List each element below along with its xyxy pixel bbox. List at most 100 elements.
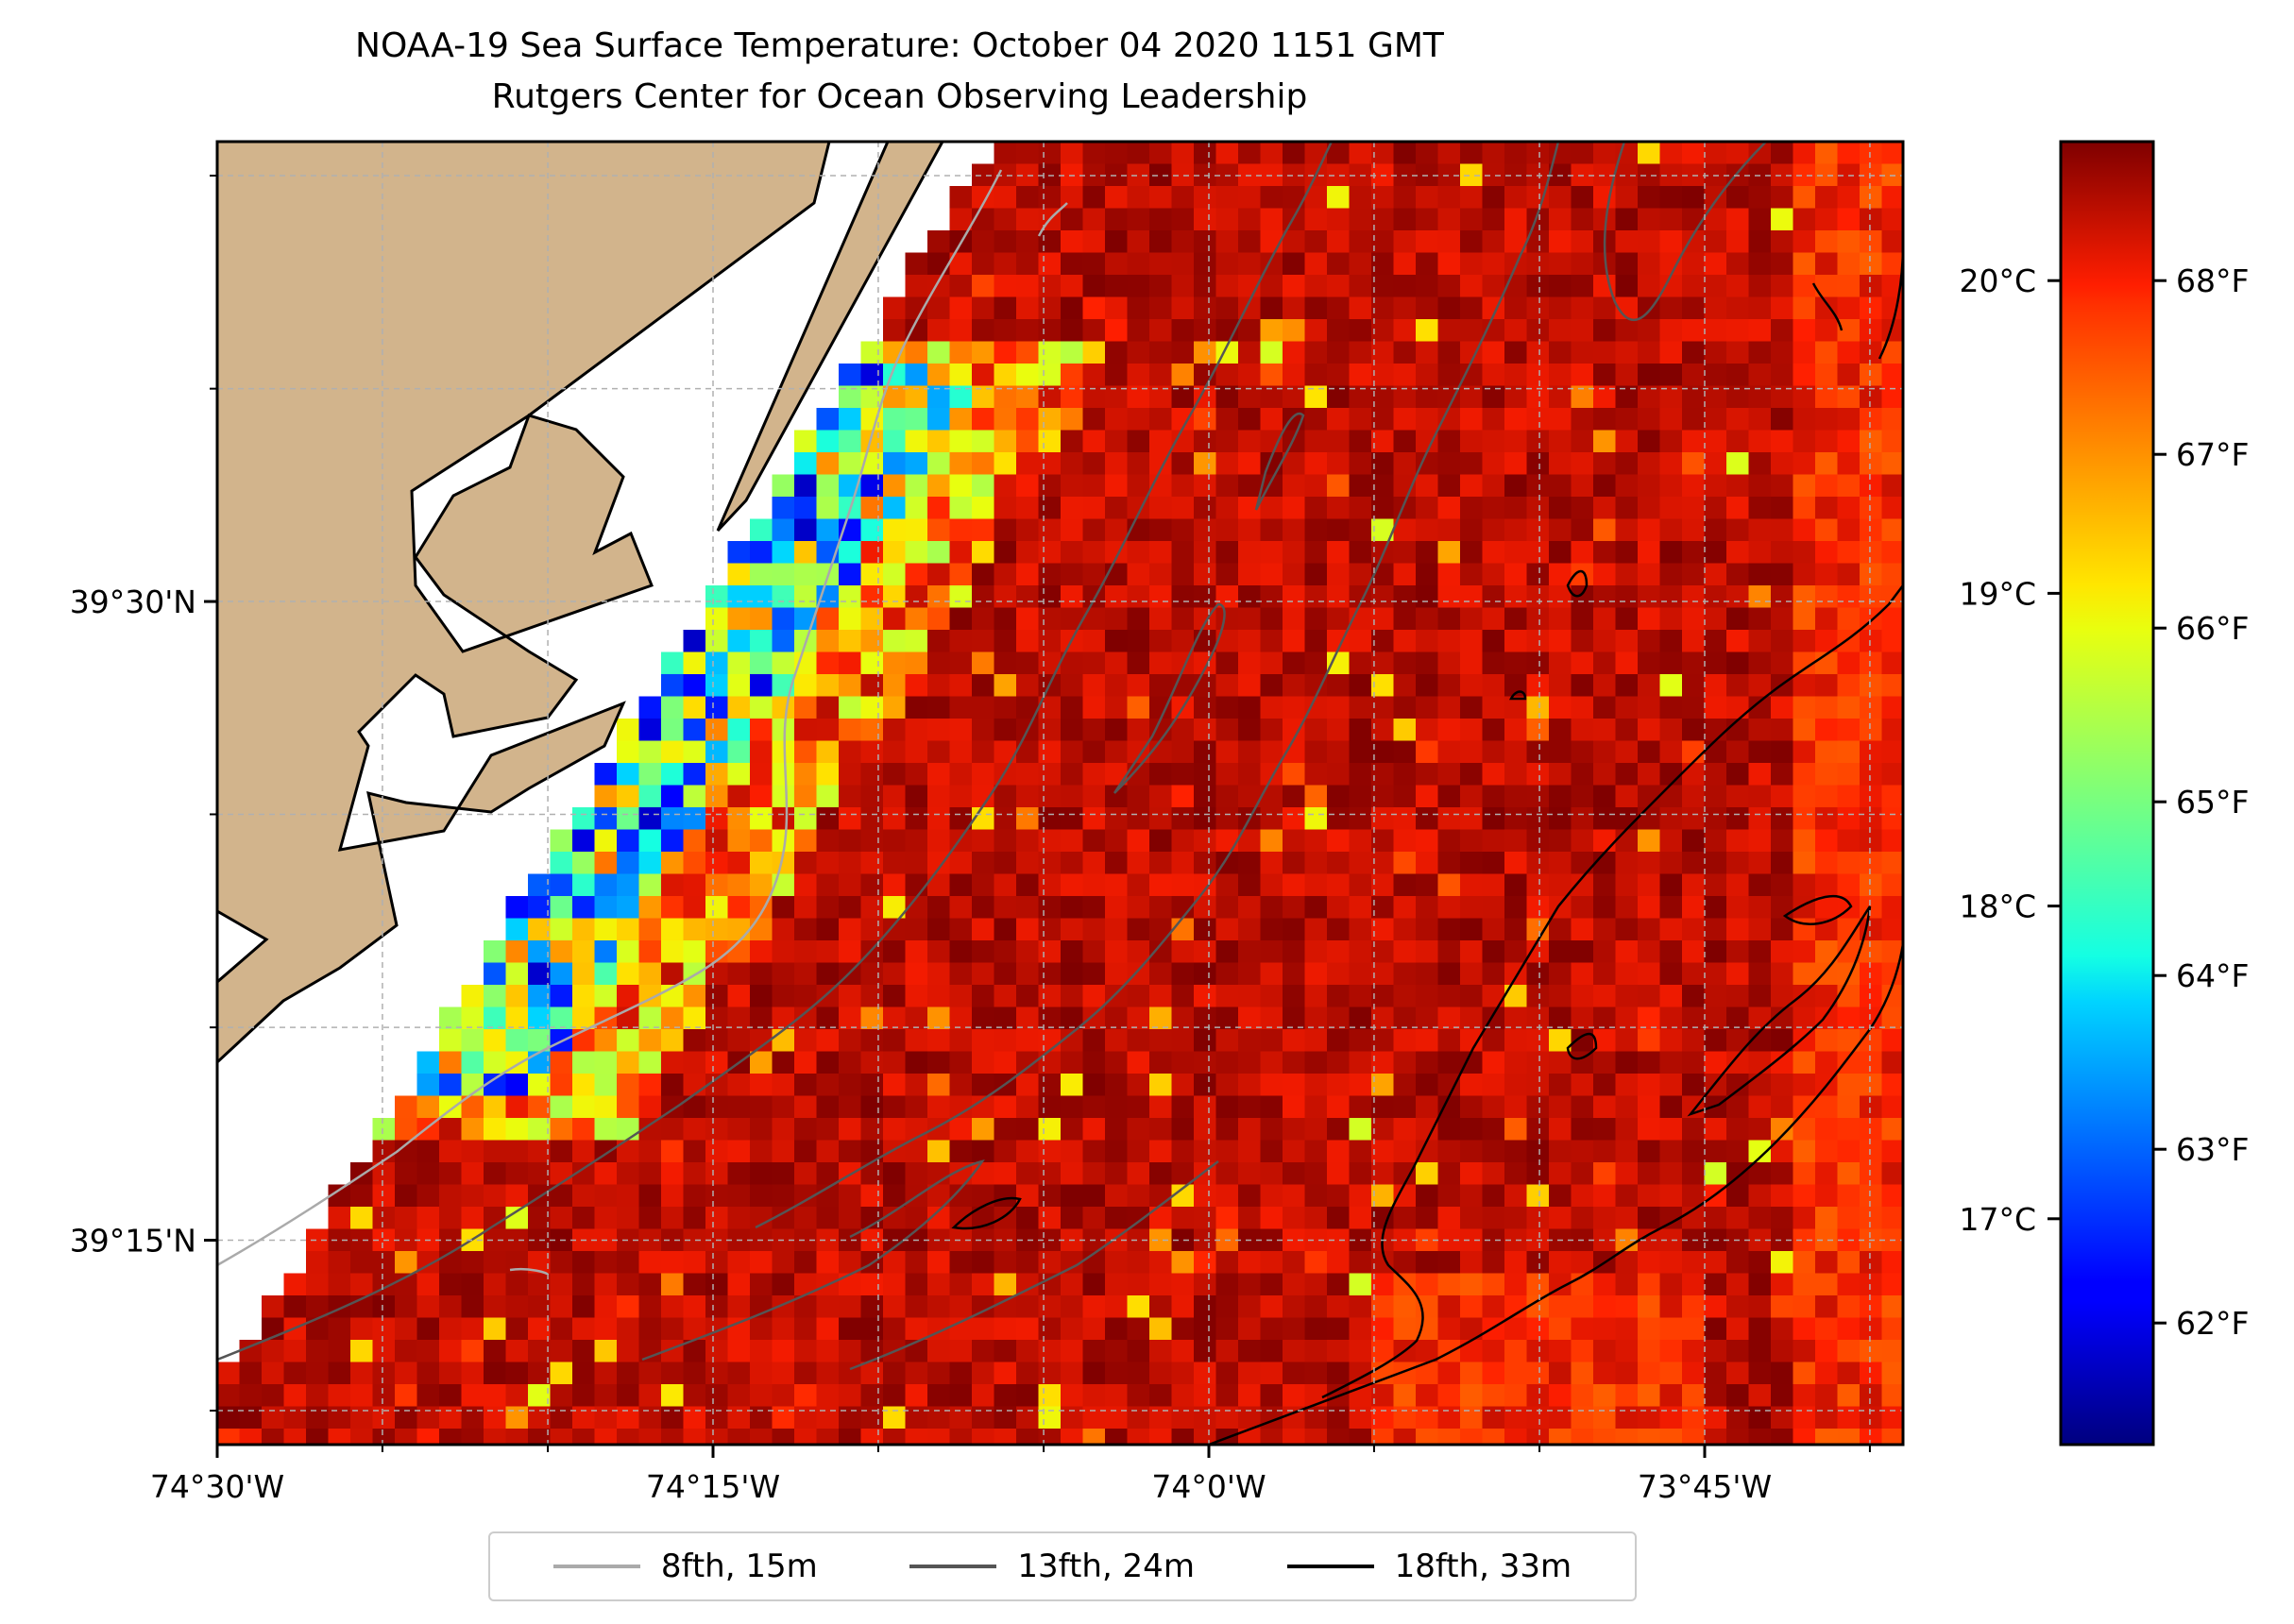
sst-cell xyxy=(705,807,729,831)
sst-cell xyxy=(1238,1207,1262,1230)
sst-cell xyxy=(1460,674,1484,698)
sst-cell xyxy=(1016,208,1040,231)
sst-cell xyxy=(1215,497,1239,520)
sst-cell xyxy=(705,1029,729,1053)
sst-cell xyxy=(1349,985,1372,1008)
sst-cell xyxy=(550,852,573,875)
sst-cell xyxy=(1371,1429,1395,1445)
sst-cell xyxy=(1659,1118,1683,1142)
sst-cell xyxy=(1881,1317,1903,1341)
sst-cell xyxy=(772,1317,795,1341)
sst-cell xyxy=(683,985,706,1008)
sst-cell xyxy=(994,1162,1017,1186)
sst-cell xyxy=(594,785,618,808)
sst-cell xyxy=(1393,230,1417,254)
sst-cell xyxy=(1082,1251,1106,1275)
sst-cell xyxy=(1371,230,1395,254)
sst-cell xyxy=(617,1251,640,1275)
sst-cell xyxy=(1793,785,1816,808)
sst-cell xyxy=(972,430,995,453)
sst-cell xyxy=(1127,1095,1150,1119)
sst-cell xyxy=(1881,1406,1903,1429)
sst-cell xyxy=(1526,497,1550,520)
sst-cell xyxy=(1349,719,1372,742)
sst-cell xyxy=(1482,1184,1505,1208)
sst-cell xyxy=(1016,807,1040,831)
sst-cell xyxy=(1638,1384,1661,1408)
sst-cell xyxy=(1416,408,1439,431)
sst-cell xyxy=(972,1162,995,1186)
sst-cell xyxy=(262,1340,285,1363)
sst-cell xyxy=(927,1340,951,1363)
sst-cell xyxy=(1194,230,1217,254)
sst-cell xyxy=(528,1074,552,1097)
sst-cell xyxy=(1016,1295,1040,1319)
sst-cell xyxy=(905,452,928,476)
sst-cell xyxy=(1837,829,1861,853)
sst-cell xyxy=(1082,696,1106,719)
sst-cell xyxy=(1659,364,1683,387)
sst-cell xyxy=(905,408,928,431)
sst-cell xyxy=(1771,1317,1794,1341)
sst-cell xyxy=(1682,296,1706,320)
sst-cell xyxy=(1460,1251,1484,1275)
sst-cell xyxy=(1349,1184,1372,1208)
sst-cell xyxy=(1793,1429,1816,1445)
sst-cell xyxy=(416,1207,440,1230)
sst-cell xyxy=(883,740,907,764)
sst-cell xyxy=(883,852,907,875)
sst-cell xyxy=(1038,430,1062,453)
sst-cell xyxy=(416,1162,440,1186)
sst-cell xyxy=(727,1317,751,1341)
sst-cell xyxy=(1082,319,1106,343)
sst-cell xyxy=(1061,1051,1084,1074)
sst-cell xyxy=(794,1406,818,1429)
sst-cell xyxy=(1793,807,1816,831)
sst-cell xyxy=(638,719,662,742)
sst-cell xyxy=(1837,1384,1861,1408)
sst-cell xyxy=(1504,541,1528,565)
sst-cell xyxy=(1038,452,1062,476)
sst-cell xyxy=(1571,230,1594,254)
sst-cell xyxy=(1682,1317,1706,1341)
sst-cell xyxy=(1593,186,1617,210)
sst-cell xyxy=(1149,1162,1173,1186)
sst-cell xyxy=(1194,630,1217,653)
sst-cell xyxy=(1149,1007,1173,1030)
sst-cell xyxy=(927,1362,951,1385)
sst-cell xyxy=(1437,1429,1461,1445)
sst-cell xyxy=(1549,1051,1572,1074)
sst-cell xyxy=(1881,142,1903,165)
sst-cell xyxy=(1504,1007,1528,1030)
sst-cell xyxy=(1482,696,1505,719)
sst-cell xyxy=(1038,1384,1062,1408)
sst-cell xyxy=(1283,807,1306,831)
sst-cell xyxy=(1460,1184,1484,1208)
sst-cell xyxy=(1393,364,1417,387)
sst-cell xyxy=(1860,696,1883,719)
sst-cell xyxy=(1748,1184,1772,1208)
sst-cell xyxy=(1260,1051,1283,1074)
sst-cell xyxy=(1082,208,1106,231)
sst-cell xyxy=(1460,497,1484,520)
sst-cell xyxy=(283,1362,307,1385)
sst-cell xyxy=(994,497,1017,520)
sst-cell xyxy=(1215,674,1239,698)
sst-cell xyxy=(860,1051,884,1074)
sst-cell xyxy=(1215,452,1239,476)
sst-cell xyxy=(1260,1162,1283,1186)
sst-cell xyxy=(1016,985,1040,1008)
sst-cell xyxy=(1061,1295,1084,1319)
sst-cell xyxy=(839,651,862,675)
legend-swatch-8fth xyxy=(552,1565,640,1568)
sst-cell xyxy=(1082,1406,1106,1429)
sst-cell xyxy=(860,896,884,920)
sst-cell xyxy=(1726,497,1750,520)
sst-cell xyxy=(972,1362,995,1385)
sst-cell xyxy=(1038,364,1062,387)
sst-cell xyxy=(1283,497,1306,520)
sst-cell xyxy=(638,1406,662,1429)
sst-cell xyxy=(350,1429,374,1445)
sst-cell xyxy=(1748,1118,1772,1142)
sst-cell xyxy=(1038,873,1062,897)
